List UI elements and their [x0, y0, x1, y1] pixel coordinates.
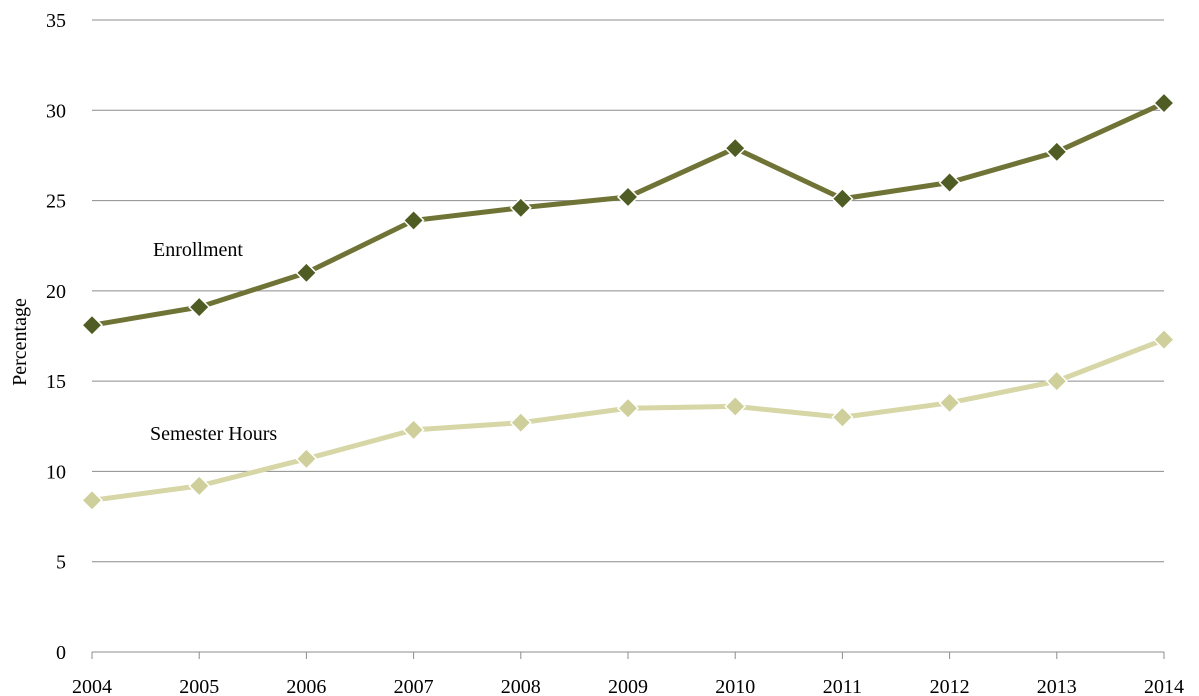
data-point — [1045, 140, 1068, 163]
data-point — [295, 261, 318, 284]
series-label-enrollment: Enrollment — [153, 239, 243, 261]
x-tick-label: 2011 — [823, 676, 862, 696]
x-tick-label: 2013 — [1037, 676, 1077, 696]
data-point — [616, 397, 640, 420]
data-point — [831, 406, 854, 429]
x-tick-label: 2014 — [1144, 676, 1184, 696]
data-point — [724, 395, 747, 418]
data-point — [1152, 328, 1176, 351]
data-point — [1045, 370, 1068, 393]
y-axis-ticks: 0 5 10 15 20 25 30 35 — [46, 10, 66, 664]
series-enrollment — [80, 92, 1176, 337]
y-tick-label: 0 — [56, 642, 66, 664]
data-point — [509, 411, 532, 434]
data-point — [188, 474, 211, 497]
data-point — [938, 391, 961, 414]
data-point — [80, 314, 104, 337]
data-point — [724, 137, 747, 160]
y-axis-title: Percentage — [9, 298, 31, 386]
y-tick-label: 15 — [46, 371, 66, 393]
series — [80, 92, 1176, 512]
x-axis-ticks: 2004 2005 2006 2007 2008 2009 2010 2011 2012 2013… — [72, 676, 1184, 696]
data-point — [616, 185, 640, 209]
x-tick-label: 2009 — [608, 676, 648, 696]
x-tick-label: 2004 — [72, 676, 112, 696]
y-tick-label: 10 — [46, 461, 66, 483]
x-tick-label: 2008 — [501, 676, 541, 696]
x-axis — [91, 651, 1165, 659]
x-tick-label: 2005 — [179, 676, 219, 696]
data-point — [402, 209, 425, 232]
series-line-enrollment — [91, 100, 1166, 328]
data-point — [188, 296, 211, 319]
x-tick-label: 2006 — [286, 676, 326, 696]
x-tick-label: 2010 — [715, 676, 755, 696]
y-tick-label: 20 — [46, 281, 66, 303]
data-point — [402, 418, 425, 441]
data-point — [831, 187, 854, 210]
x-tick-label: 2007 — [394, 676, 434, 696]
series-semester-hours — [80, 328, 1176, 512]
data-point — [1152, 92, 1176, 115]
data-point — [295, 447, 318, 470]
y-tick-label: 5 — [56, 552, 66, 574]
y-tick-label: 35 — [46, 10, 66, 32]
data-point — [938, 171, 961, 194]
data-point — [80, 489, 104, 512]
series-label-semester-hours: Semester Hours — [150, 423, 277, 445]
series-line-semester-hours — [91, 337, 1165, 503]
y-tick-label: 25 — [46, 191, 66, 213]
y-tick-label: 30 — [46, 100, 66, 122]
data-point — [509, 196, 532, 219]
x-tick-label: 2012 — [930, 676, 970, 696]
